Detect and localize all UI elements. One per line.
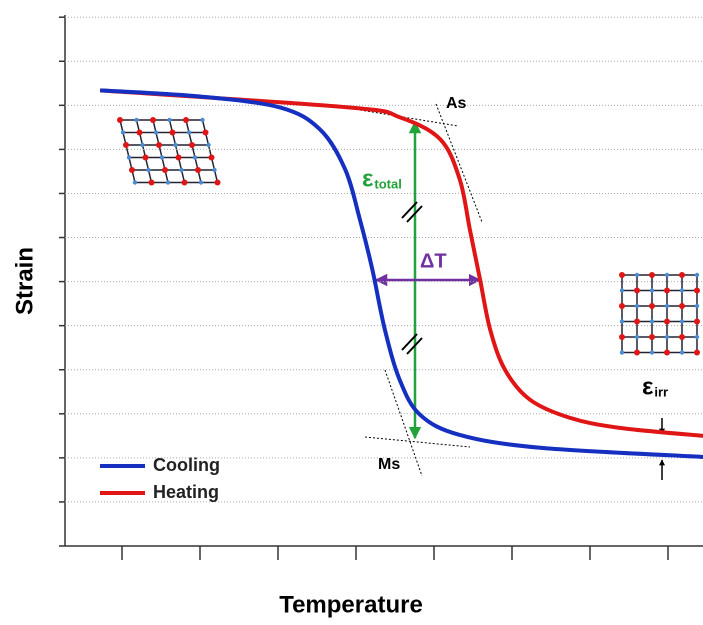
x-axis-label: Temperature bbox=[279, 591, 423, 618]
lattice-atom bbox=[148, 179, 155, 186]
lattice-atom bbox=[664, 272, 670, 278]
lattice-atom bbox=[679, 334, 685, 340]
lattice-atom bbox=[649, 350, 655, 355]
annotation-subscript: irr bbox=[654, 384, 668, 399]
lattice-atom bbox=[619, 350, 625, 355]
lattice-atom bbox=[129, 167, 135, 173]
lattice-atom bbox=[142, 154, 149, 161]
lattice-atom bbox=[165, 180, 171, 185]
lattice-atom bbox=[664, 287, 670, 294]
lattice-atom bbox=[186, 130, 192, 135]
lattice-atom bbox=[208, 154, 215, 161]
lattice-atom bbox=[634, 334, 640, 340]
lattice-atom bbox=[694, 303, 700, 309]
lattice-atom bbox=[153, 130, 159, 135]
lattice-atom bbox=[649, 303, 655, 309]
lattice-atom bbox=[195, 167, 201, 173]
lattice-icons bbox=[117, 117, 700, 356]
lattice-atom bbox=[694, 318, 700, 325]
lattice-atom bbox=[634, 349, 640, 356]
annotation-subscript: total bbox=[374, 176, 401, 191]
lattice-atom bbox=[117, 117, 123, 123]
annotation: ε bbox=[362, 165, 373, 192]
lattice-atom bbox=[159, 155, 165, 160]
lattice-atom bbox=[202, 129, 209, 136]
lattice-atom bbox=[146, 167, 151, 173]
lattice-atom bbox=[169, 129, 176, 136]
lattice-atom bbox=[162, 167, 168, 173]
lattice-atom bbox=[679, 272, 685, 278]
lattice-atom bbox=[136, 129, 143, 136]
lattice-atom bbox=[134, 117, 139, 123]
annotation: As bbox=[446, 95, 467, 112]
lattice-atom bbox=[679, 303, 685, 309]
lattice-atom bbox=[120, 130, 126, 135]
series-line bbox=[100, 88, 703, 438]
lattice-atom bbox=[183, 117, 189, 123]
lattice-atom bbox=[634, 318, 640, 325]
lattice-atom bbox=[694, 287, 700, 294]
lattice-atom bbox=[619, 319, 625, 324]
lattice-atom bbox=[173, 142, 178, 148]
lattice-atom bbox=[212, 167, 217, 173]
lattice-atom bbox=[694, 334, 700, 340]
lattice-atom bbox=[619, 288, 625, 293]
lattice-atom bbox=[123, 142, 129, 148]
lattice-atom bbox=[649, 288, 655, 293]
lattice-atom bbox=[664, 349, 670, 356]
y-axis-label: Strain bbox=[11, 247, 38, 315]
lattice-atom bbox=[206, 142, 211, 148]
annotation: Ms bbox=[378, 456, 400, 473]
lattice-atom bbox=[167, 117, 172, 123]
annotation: ε bbox=[642, 373, 653, 400]
lattice-atom bbox=[634, 287, 640, 294]
lattice-atom bbox=[664, 334, 670, 340]
lattice-atom bbox=[694, 349, 700, 356]
lattice-atom bbox=[694, 272, 700, 278]
annotation: ΔT bbox=[420, 250, 447, 272]
lattice-atom bbox=[649, 334, 655, 340]
legend-label: Heating bbox=[153, 482, 219, 502]
lattice-atom bbox=[679, 319, 685, 324]
lattice-atom bbox=[679, 350, 685, 355]
lattice-atom bbox=[619, 303, 625, 309]
lattice-atom bbox=[664, 303, 670, 309]
lattice-atom bbox=[189, 142, 195, 148]
legend-label: Cooling bbox=[153, 455, 220, 475]
lattice-atom bbox=[200, 117, 205, 123]
lattice-atom bbox=[126, 155, 132, 160]
lattice-atom bbox=[179, 167, 184, 173]
lattice-atom bbox=[634, 303, 640, 309]
lattice-atom bbox=[132, 180, 138, 185]
lattice-atom bbox=[192, 155, 198, 160]
lattice-atom bbox=[634, 272, 640, 278]
lattice-atom bbox=[156, 142, 162, 148]
lattice-atom bbox=[175, 154, 182, 161]
lattice-atom bbox=[619, 272, 625, 278]
lattice-atom bbox=[619, 334, 625, 340]
lattice-atom bbox=[649, 319, 655, 324]
lattice-atom bbox=[649, 272, 655, 278]
lattice-atom bbox=[150, 117, 156, 123]
lattice-atom bbox=[198, 180, 204, 185]
series-line bbox=[100, 88, 703, 459]
lattice-atom bbox=[181, 179, 188, 186]
lattice-atom bbox=[664, 318, 670, 325]
lattice-atom bbox=[214, 179, 221, 186]
lattice-atom bbox=[679, 288, 685, 293]
lattice-atom bbox=[140, 142, 145, 148]
